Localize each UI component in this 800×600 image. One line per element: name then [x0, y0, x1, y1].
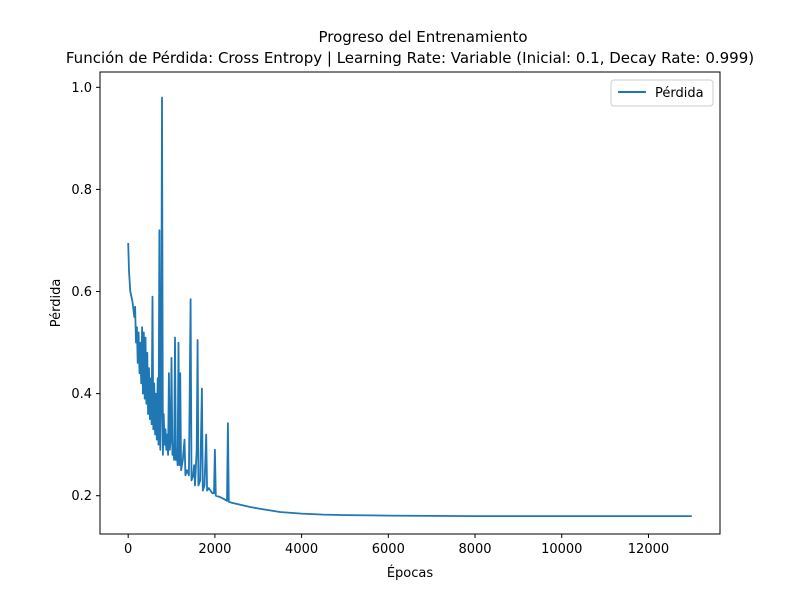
legend: Pérdida — [610, 79, 714, 107]
series-line-loss — [127, 96, 692, 517]
x-axis-label: Épocas — [387, 565, 434, 581]
x-tick-label: 4000 — [285, 542, 318, 557]
legend-box — [610, 79, 714, 107]
legend-label-loss: Pérdida — [655, 86, 704, 101]
chart-title: Progreso del Entrenamiento — [318, 28, 527, 46]
plot-area: 0 2000 4000 6000 8000 10000 12000 0.2 0.4 0.6 0.8… — [71, 71, 721, 557]
x-tick-label: 0 — [124, 542, 132, 557]
y-tick-label: 0.6 — [71, 285, 92, 300]
y-axis-label: Pérdida — [49, 279, 64, 328]
chart-subtitle: Función de Pérdida: Cross Entropy | Lear… — [66, 49, 754, 67]
x-tick-label: 12000 — [628, 542, 669, 557]
y-tick-label: 1.0 — [71, 81, 92, 96]
y-tick-label: 0.8 — [71, 183, 92, 198]
x-tick-label: 6000 — [372, 542, 405, 557]
y-tick-label: 0.4 — [71, 387, 92, 402]
y-axis: 0.2 0.4 0.6 0.8 1.0 — [71, 81, 100, 504]
plot-frame — [99, 71, 721, 535]
series-layer — [127, 96, 692, 517]
y-tick-label: 0.2 — [71, 489, 92, 504]
x-tick-label: 8000 — [458, 542, 491, 557]
x-tick-label: 2000 — [198, 542, 231, 557]
x-axis: 0 2000 4000 6000 8000 10000 12000 — [124, 534, 669, 557]
x-tick-label: 10000 — [541, 542, 582, 557]
